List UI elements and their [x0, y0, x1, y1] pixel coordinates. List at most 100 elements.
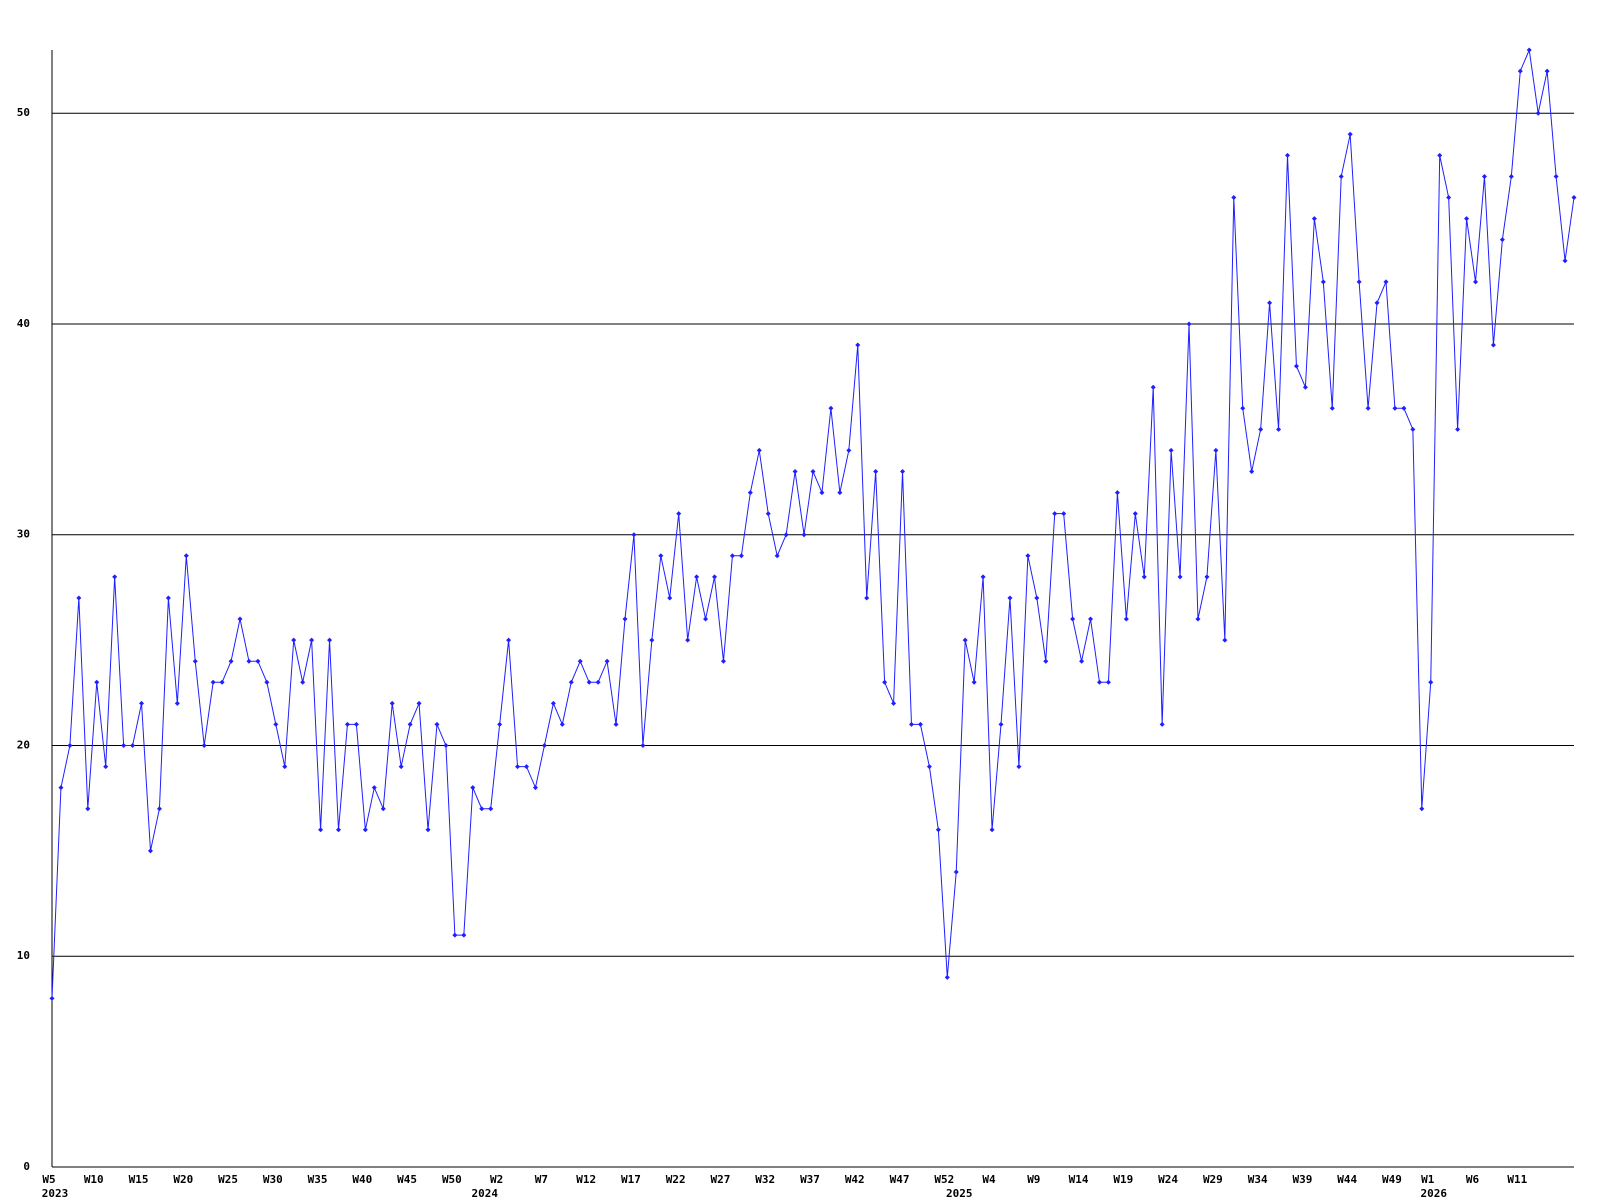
point-marker — [425, 827, 431, 833]
point-marker — [506, 637, 512, 643]
point-marker — [362, 827, 368, 833]
point-marker — [103, 764, 109, 770]
x-tick-label: W6 — [1466, 1173, 1480, 1186]
point-marker — [649, 637, 655, 643]
point-marker — [1070, 616, 1076, 622]
x-tick-label: W2 — [490, 1173, 503, 1186]
y-tick-label: 30 — [17, 528, 30, 541]
x-tick-label: W7 — [535, 1173, 548, 1186]
point-marker — [1096, 679, 1102, 685]
point-marker — [774, 553, 780, 559]
point-marker — [676, 511, 682, 517]
point-marker — [255, 658, 261, 664]
point-marker — [1168, 447, 1174, 453]
point-marker — [300, 679, 306, 685]
point-marker — [640, 742, 646, 748]
x-tick-label: W25 — [218, 1173, 238, 1186]
point-marker — [389, 700, 395, 706]
x-tick-label: W5 — [42, 1173, 55, 1186]
y-tick-label: 10 — [17, 949, 30, 962]
point-marker — [67, 742, 73, 748]
point-marker — [1338, 173, 1344, 179]
point-marker — [1347, 131, 1353, 137]
point-marker — [94, 679, 100, 685]
point-marker — [416, 700, 422, 706]
point-marker — [953, 869, 959, 875]
y-tick-label: 20 — [17, 738, 30, 751]
point-marker — [1553, 173, 1559, 179]
x-tick-label: W15 — [129, 1173, 149, 1186]
point-marker — [631, 532, 637, 538]
point-marker — [452, 932, 458, 938]
point-marker — [264, 679, 270, 685]
point-marker — [855, 342, 861, 348]
point-marker — [210, 679, 216, 685]
point-marker — [497, 721, 503, 727]
x-tick-label: W49 — [1382, 1173, 1402, 1186]
point-marker — [1419, 806, 1425, 812]
x-tick-label: W47 — [890, 1173, 910, 1186]
point-marker — [891, 700, 897, 706]
point-marker — [828, 405, 834, 411]
x-tick-label: W17 — [621, 1173, 641, 1186]
point-marker — [291, 637, 297, 643]
point-marker — [765, 511, 771, 517]
x-tick-label: W14 — [1069, 1173, 1089, 1186]
point-marker — [237, 616, 243, 622]
point-marker — [335, 827, 341, 833]
point-marker — [524, 764, 530, 770]
point-marker — [1088, 616, 1094, 622]
point-marker — [165, 595, 171, 601]
point-marker — [568, 679, 574, 685]
point-marker — [327, 637, 333, 643]
point-marker — [703, 616, 709, 622]
x-tick-label: W24 — [1158, 1173, 1178, 1186]
point-marker — [1508, 173, 1514, 179]
point-marker — [1141, 574, 1147, 580]
y-tick-label: 40 — [17, 317, 30, 330]
point-marker — [183, 553, 189, 559]
point-marker — [121, 742, 127, 748]
point-marker — [1428, 679, 1434, 685]
point-marker — [371, 785, 377, 791]
point-marker — [998, 721, 1004, 727]
point-marker — [1222, 637, 1228, 643]
x-tick-label: W1 — [1421, 1173, 1435, 1186]
point-marker — [783, 532, 789, 538]
point-marker — [1446, 195, 1452, 201]
x-tick-label: W30 — [263, 1173, 283, 1186]
point-marker — [1267, 300, 1273, 306]
x-tick-label: W22 — [666, 1173, 686, 1186]
point-marker — [398, 764, 404, 770]
point-marker — [756, 447, 762, 453]
x-tick-label: W52 — [934, 1173, 954, 1186]
point-marker — [282, 764, 288, 770]
point-marker — [85, 806, 91, 812]
point-marker — [532, 785, 538, 791]
point-marker — [1499, 237, 1505, 243]
point-marker — [1249, 469, 1255, 475]
point-marker — [1159, 721, 1165, 727]
point-marker — [470, 785, 476, 791]
point-marker — [550, 700, 556, 706]
point-marker — [1025, 553, 1031, 559]
x-tick-label: W42 — [845, 1173, 865, 1186]
point-marker — [595, 679, 601, 685]
point-marker — [1114, 490, 1120, 496]
point-marker — [174, 700, 180, 706]
x-tick-label: W11 — [1507, 1173, 1527, 1186]
point-marker — [76, 595, 82, 601]
point-marker — [1392, 405, 1398, 411]
point-marker — [1204, 574, 1210, 580]
point-marker — [810, 469, 816, 475]
point-marker — [1258, 426, 1264, 432]
point-marker — [1231, 195, 1237, 201]
point-marker — [1374, 300, 1380, 306]
x-tick-label: W40 — [352, 1173, 372, 1186]
point-marker — [1401, 405, 1407, 411]
point-marker — [49, 995, 55, 1001]
point-marker — [1437, 152, 1443, 158]
point-marker — [1562, 258, 1568, 264]
point-marker — [1320, 279, 1326, 285]
